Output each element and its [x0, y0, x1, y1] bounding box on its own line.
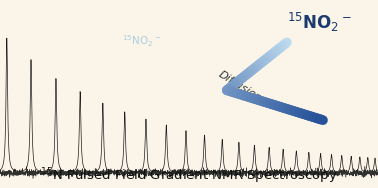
Text: $^{15}$N Pulsed Field Gradient NMR Spectroscopy: $^{15}$N Pulsed Field Gradient NMR Spect…	[40, 167, 338, 186]
Text: $^{15}$NO$_2$$^-$: $^{15}$NO$_2$$^-$	[287, 11, 352, 34]
Text: $^{15}$NO$_2$$^-$: $^{15}$NO$_2$$^-$	[122, 34, 161, 49]
Text: Diffusion: Diffusion	[217, 69, 263, 104]
